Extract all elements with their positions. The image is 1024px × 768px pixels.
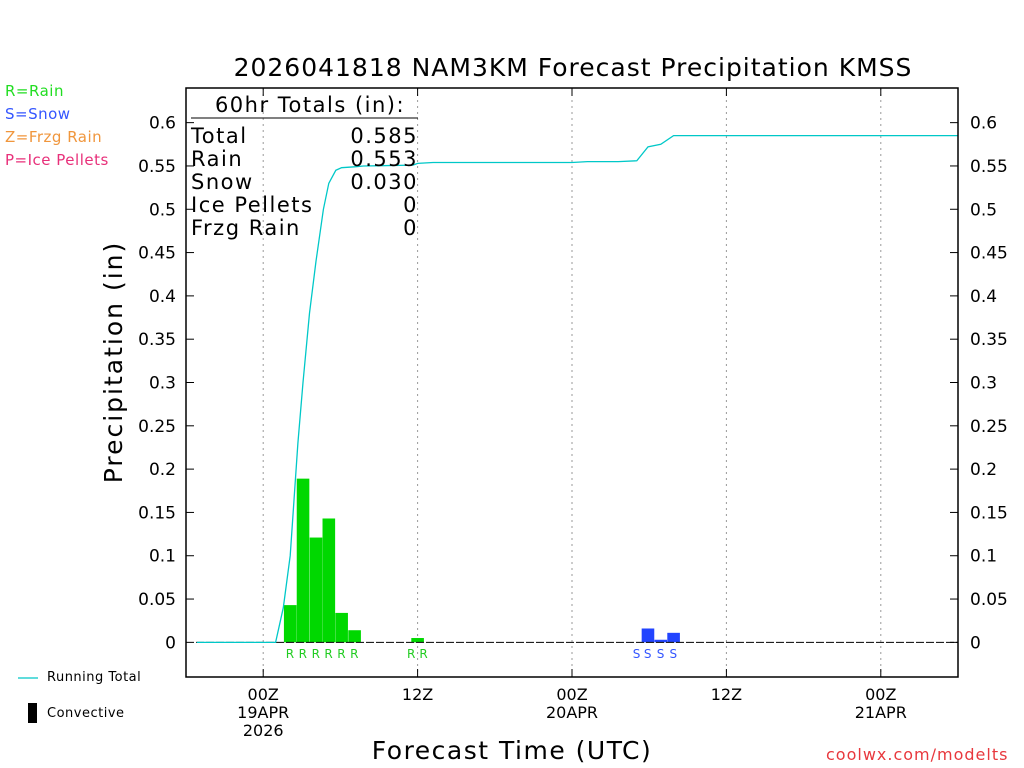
y-tick-label-right-6: 0.3 [970,374,997,394]
y-tick-label-right-3: 0.15 [970,503,1008,523]
totals-row-value-0: 0.585 [350,124,418,148]
legend-convective: Convective [47,706,125,721]
rain-bar-5 [348,630,361,643]
y-tick-label-right-1: 0.05 [970,590,1008,610]
y-tick-label-right-12: 0.6 [970,114,997,134]
y-tick-label-left-11: 0.55 [138,157,176,177]
y-tick-label-right-4: 0.2 [970,460,997,480]
legend-frzg-rain: Z=Frzg Rain [5,128,103,146]
ptype-label-6: R [407,647,416,661]
bottom-legend-icons [18,677,38,723]
totals-row-label-1: Rain [191,147,243,171]
x-tick-label-0-2: 2026 [243,721,284,740]
y-tick-label-left-9: 0.45 [138,244,176,264]
ptype-label-10: S [657,647,665,661]
totals-row-label-2: Snow [191,170,254,194]
y-axis-left: 0 0.05 0.1 0.15 0.2 0.25 0.3 0.35 0.4 0.45 0.5 0.55… [138,114,194,653]
y-tick-label-left-0: 0 [165,633,176,653]
rain-bar-6 [411,638,424,643]
y-tick-label-right-8: 0.4 [970,287,997,307]
y-tick-label-right-10: 0.5 [970,200,997,220]
y-tick-label-left-5: 0.25 [138,417,176,437]
y-tick-label-left-8: 0.4 [149,287,176,307]
x-axis-label: Forecast Time (UTC) [372,736,652,765]
y-axis-label: Precipitation (in) [99,241,128,484]
y-tick-label-left-4: 0.2 [149,460,176,480]
legend-rain: R=Rain [5,82,64,100]
chart-title: 2026041818 NAM3KM Forecast Precipitation… [234,53,913,82]
convective-swatch [28,703,37,723]
rain-bar-1 [296,478,310,643]
x-tick-label-2-1: 20APR [546,703,598,722]
ptype-label-1: R [299,647,308,661]
rain-bar-3 [322,518,336,643]
x-tick-label-1-0: 12Z [402,685,433,704]
y-tick-label-right-0: 0 [970,633,981,653]
precip-bars [283,478,680,643]
y-tick-label-left-7: 0.35 [138,330,176,350]
x-tick-label-2-0: 00Z [556,685,587,704]
y-tick-label-left-12: 0.6 [149,114,176,134]
rain-bar-0 [283,605,297,643]
legend-snow: S=Snow [5,105,71,123]
y-tick-label-left-3: 0.15 [138,503,176,523]
x-tick-label-4-0: 00Z [865,685,896,704]
totals-row-value-2: 0.030 [350,170,418,194]
y-tick-label-right-2: 0.1 [970,547,997,567]
snow-bar-2 [667,632,680,643]
snow-bar-0 [641,628,655,643]
ptype-label-4: R [337,647,346,661]
y-axis-right: 0 0.05 0.1 0.15 0.2 0.25 0.3 0.35 0.4 0.45 0.5 0.55… [950,114,1008,653]
totals-row-value-1: 0.553 [350,147,418,171]
rain-bar-4 [335,612,348,643]
totals-row-label-4: Frzg Rain [191,216,301,240]
totals-row-value-4: 0 [403,216,418,240]
totals-box: 60hr Totals (in): Total 0.585 Rain 0.553 Snow… [190,93,418,240]
snow-bar-1 [654,639,668,643]
x-tick-label-4-1: 21APR [855,703,907,722]
y-tick-label-left-6: 0.3 [149,374,176,394]
totals-row-value-3: 0 [403,193,418,217]
ptype-label-0: R [286,647,295,661]
totals-row-label-0: Total [190,124,248,148]
ptype-label-3: R [324,647,333,661]
ptype-legend: R=Rain S=Snow Z=Frzg Rain P=Ice Pellets [5,80,109,172]
ptype-label-9: S [644,647,652,661]
grid-lines [262,88,882,677]
y-tick-label-left-1: 0.05 [138,590,176,610]
running-total-line [196,134,958,644]
x-tick-label-3-0: 12Z [711,685,742,704]
y-tick-label-right-5: 0.25 [970,417,1008,437]
y-tick-label-right-7: 0.35 [970,330,1008,350]
rain-bar-2 [309,537,323,643]
ptype-label-5: R [350,647,359,661]
y-tick-label-left-2: 0.1 [149,547,176,567]
x-tick-label-0-0: 00Z [248,685,279,704]
y-tick-label-right-9: 0.45 [970,244,1008,264]
ptype-label-11: S [670,647,678,661]
x-tick-label-0-1: 19APR [237,703,289,722]
totals-header: 60hr Totals (in): [215,93,405,117]
totals-row-label-3: Ice Pellets [191,193,313,217]
ptype-label-2: R [312,647,321,661]
ptype-label-8: S [633,647,641,661]
ptype-label-7: R [419,647,428,661]
legend-running-total: Running Total [47,670,142,685]
credit-text: coolwx.com/modelts [826,745,1009,764]
y-tick-label-left-10: 0.5 [149,200,176,220]
y-tick-label-right-11: 0.55 [970,157,1008,177]
legend-ice-pellets: P=Ice Pellets [5,151,109,169]
